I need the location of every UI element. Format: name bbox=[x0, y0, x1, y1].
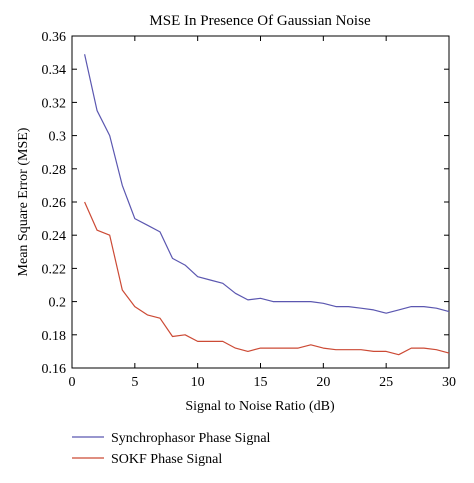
x-axis-label: Signal to Noise Ratio (dB) bbox=[185, 399, 335, 414]
x-tick-label: 30 bbox=[442, 375, 456, 390]
y-tick-label: 0.26 bbox=[42, 196, 67, 211]
y-axis-label: Mean Square Error (MSE) bbox=[16, 127, 31, 276]
chart-title: MSE In Presence Of Gaussian Noise bbox=[149, 13, 371, 29]
y-tick-label: 0.18 bbox=[42, 329, 67, 344]
series-line-1 bbox=[84, 54, 450, 314]
x-tick-label: 20 bbox=[316, 375, 330, 390]
legend: Synchrophasor Phase Signal SOKF Phase Sig… bbox=[72, 431, 271, 467]
axis-ticks: 0 5 10 15 20 25 30 0.16 0.18 0.2 0.22 0.24 0.26 0.28 0… bbox=[42, 30, 457, 390]
y-tick-label: 0.34 bbox=[42, 63, 67, 78]
y-tick-label: 0.16 bbox=[42, 362, 67, 377]
legend-label: SOKF Phase Signal bbox=[111, 452, 222, 467]
x-tick-label: 0 bbox=[69, 375, 76, 390]
legend-label: Synchrophasor Phase Signal bbox=[111, 431, 271, 446]
x-tick-label: 15 bbox=[254, 375, 268, 390]
y-tick-label: 0.3 bbox=[49, 130, 67, 145]
x-tick-label: 5 bbox=[131, 375, 138, 390]
y-tick-label: 0.28 bbox=[42, 163, 67, 178]
y-tick-label: 0.22 bbox=[42, 262, 67, 277]
y-tick-label: 0.2 bbox=[49, 296, 67, 311]
series-lines bbox=[84, 54, 450, 356]
series-line-2 bbox=[84, 201, 450, 356]
x-tick-label: 10 bbox=[191, 375, 205, 390]
y-tick-label: 0.32 bbox=[42, 96, 67, 111]
y-tick-label: 0.24 bbox=[42, 229, 67, 244]
y-tick-label: 0.36 bbox=[42, 30, 67, 45]
x-tick-label: 25 bbox=[379, 375, 393, 390]
